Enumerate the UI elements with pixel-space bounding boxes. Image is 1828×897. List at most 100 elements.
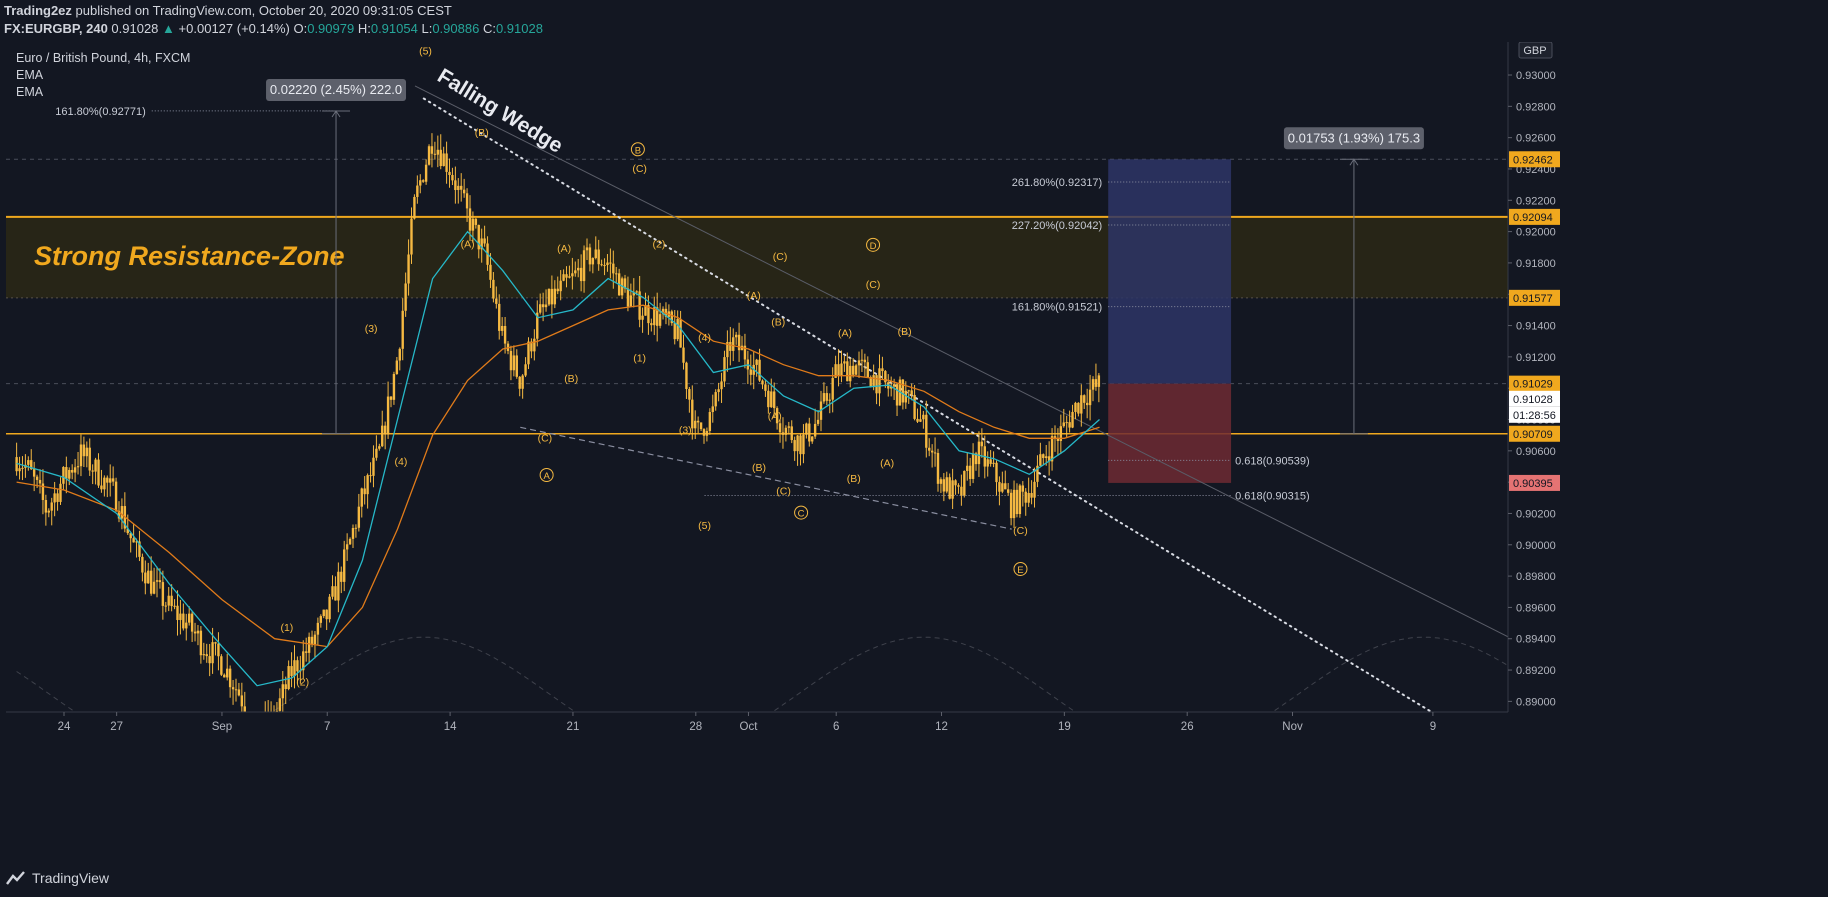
candle-body bbox=[249, 722, 251, 727]
candle-body bbox=[986, 459, 989, 467]
candle-body bbox=[647, 305, 650, 324]
candle-body bbox=[796, 435, 799, 452]
symbol-name[interactable]: FX:EURGBP, 240 bbox=[4, 21, 108, 36]
price-tick-label: 0.90600 bbox=[1516, 446, 1556, 458]
candle-body bbox=[837, 364, 840, 376]
candle-body bbox=[696, 420, 700, 423]
candle-body bbox=[85, 447, 89, 457]
candle-body bbox=[1077, 402, 1080, 414]
chart-legend: Euro / British Pound, 4h, FXCM EMA EMA bbox=[16, 50, 190, 101]
candle-body bbox=[190, 613, 194, 632]
price-tick-label: 0.92000 bbox=[1516, 227, 1556, 239]
candle-body bbox=[591, 258, 595, 265]
price-tick-label: 0.89200 bbox=[1516, 665, 1556, 677]
candle-body bbox=[27, 460, 30, 465]
candle-body bbox=[808, 423, 811, 442]
candle-body bbox=[1015, 489, 1019, 515]
legend-ema-1[interactable]: EMA bbox=[16, 68, 44, 82]
candle-body bbox=[94, 459, 97, 472]
candle-body bbox=[103, 477, 106, 490]
candle-body bbox=[100, 485, 103, 490]
candle-body bbox=[1045, 456, 1048, 459]
time-axis: 24 27 Sep 7 14 21 28 Oct 6 12 19 26 Nov 9 bbox=[58, 712, 1436, 733]
candle-body bbox=[784, 427, 788, 435]
candle-body bbox=[916, 418, 919, 422]
time-tick-label: Oct bbox=[740, 721, 759, 733]
candle-body bbox=[82, 444, 86, 457]
candle-body bbox=[15, 457, 18, 472]
candle-body bbox=[954, 480, 957, 486]
low-label: L: bbox=[421, 21, 433, 36]
candle-body bbox=[799, 435, 802, 455]
candle-body bbox=[430, 146, 434, 154]
candle-body bbox=[1030, 493, 1033, 498]
candle-body bbox=[53, 493, 56, 503]
publish-line: Trading2ez published on TradingView.com,… bbox=[4, 2, 452, 20]
candle-body bbox=[1065, 422, 1068, 424]
legend-ema-2[interactable]: EMA bbox=[16, 85, 44, 99]
candle-body bbox=[465, 193, 469, 209]
high-label: H: bbox=[357, 21, 371, 36]
candle-body bbox=[372, 457, 375, 476]
wedge-upper-line bbox=[422, 97, 1434, 712]
candle-body bbox=[939, 479, 943, 484]
brand-name[interactable]: TradingView bbox=[32, 870, 110, 886]
candle-body bbox=[363, 488, 366, 495]
candle-body bbox=[1004, 483, 1007, 490]
candle-body bbox=[658, 314, 662, 326]
chart-area[interactable]: Strong Resistance-Zone 161.80%(0.92771) 26… bbox=[6, 42, 1758, 857]
candle-body bbox=[588, 247, 592, 265]
candle-body bbox=[1018, 485, 1022, 515]
candle-body bbox=[1024, 491, 1027, 503]
candle-body bbox=[348, 538, 352, 545]
price-change: +0.00127 (+0.14%) bbox=[178, 21, 290, 36]
candle-body bbox=[41, 483, 45, 501]
legend-title[interactable]: Euro / British Pound, 4h, FXCM bbox=[16, 51, 191, 65]
candle-body bbox=[1042, 454, 1045, 459]
candle-body bbox=[913, 394, 916, 419]
candle-body bbox=[404, 283, 407, 311]
candle-body bbox=[571, 273, 574, 277]
candle-body bbox=[641, 315, 644, 320]
candle-body bbox=[381, 425, 384, 447]
wave-label: (B) bbox=[771, 317, 785, 329]
price-chart[interactable]: Strong Resistance-Zone 161.80%(0.92771) 26… bbox=[6, 42, 1758, 857]
candle-body bbox=[556, 288, 559, 292]
candle-body bbox=[609, 262, 612, 264]
candle-body bbox=[439, 149, 442, 167]
candle-body bbox=[173, 605, 176, 607]
ema-slow-line bbox=[16, 304, 1100, 648]
candle-body bbox=[211, 642, 214, 664]
candle-body bbox=[357, 506, 361, 528]
candle-body bbox=[1009, 492, 1013, 519]
candle-body bbox=[974, 453, 978, 465]
candle-body bbox=[269, 711, 273, 712]
wave-label: (A) bbox=[880, 457, 894, 469]
author-name[interactable]: Trading2ez bbox=[4, 3, 72, 18]
candle-body bbox=[544, 304, 548, 308]
candle-body bbox=[18, 468, 21, 472]
candle-body bbox=[264, 713, 266, 730]
price-tick-label: 0.92200 bbox=[1516, 195, 1556, 207]
measure-label: 0.01753 (1.93%) 175.3 bbox=[1288, 130, 1420, 145]
candle-body bbox=[331, 586, 334, 597]
candle-body bbox=[325, 609, 328, 620]
wave-label: (1) bbox=[280, 622, 293, 634]
wave-circle-label: C bbox=[794, 505, 809, 520]
candle-body bbox=[237, 689, 241, 696]
candle-body bbox=[901, 379, 905, 403]
candle-body bbox=[141, 556, 144, 573]
resistance-zone bbox=[6, 216, 1508, 298]
candle-body bbox=[120, 506, 124, 519]
candle-body bbox=[322, 609, 325, 617]
candle-body bbox=[1036, 465, 1039, 482]
candle-body bbox=[705, 431, 709, 436]
candle-body bbox=[732, 337, 735, 351]
wedge-label: Falling Wedge bbox=[433, 64, 566, 157]
candle-body bbox=[255, 717, 257, 720]
candle-body bbox=[849, 365, 852, 382]
wave-label: (C) bbox=[538, 432, 553, 444]
candle-body bbox=[995, 462, 998, 483]
candle-body bbox=[521, 375, 524, 389]
candle-body bbox=[65, 467, 68, 479]
